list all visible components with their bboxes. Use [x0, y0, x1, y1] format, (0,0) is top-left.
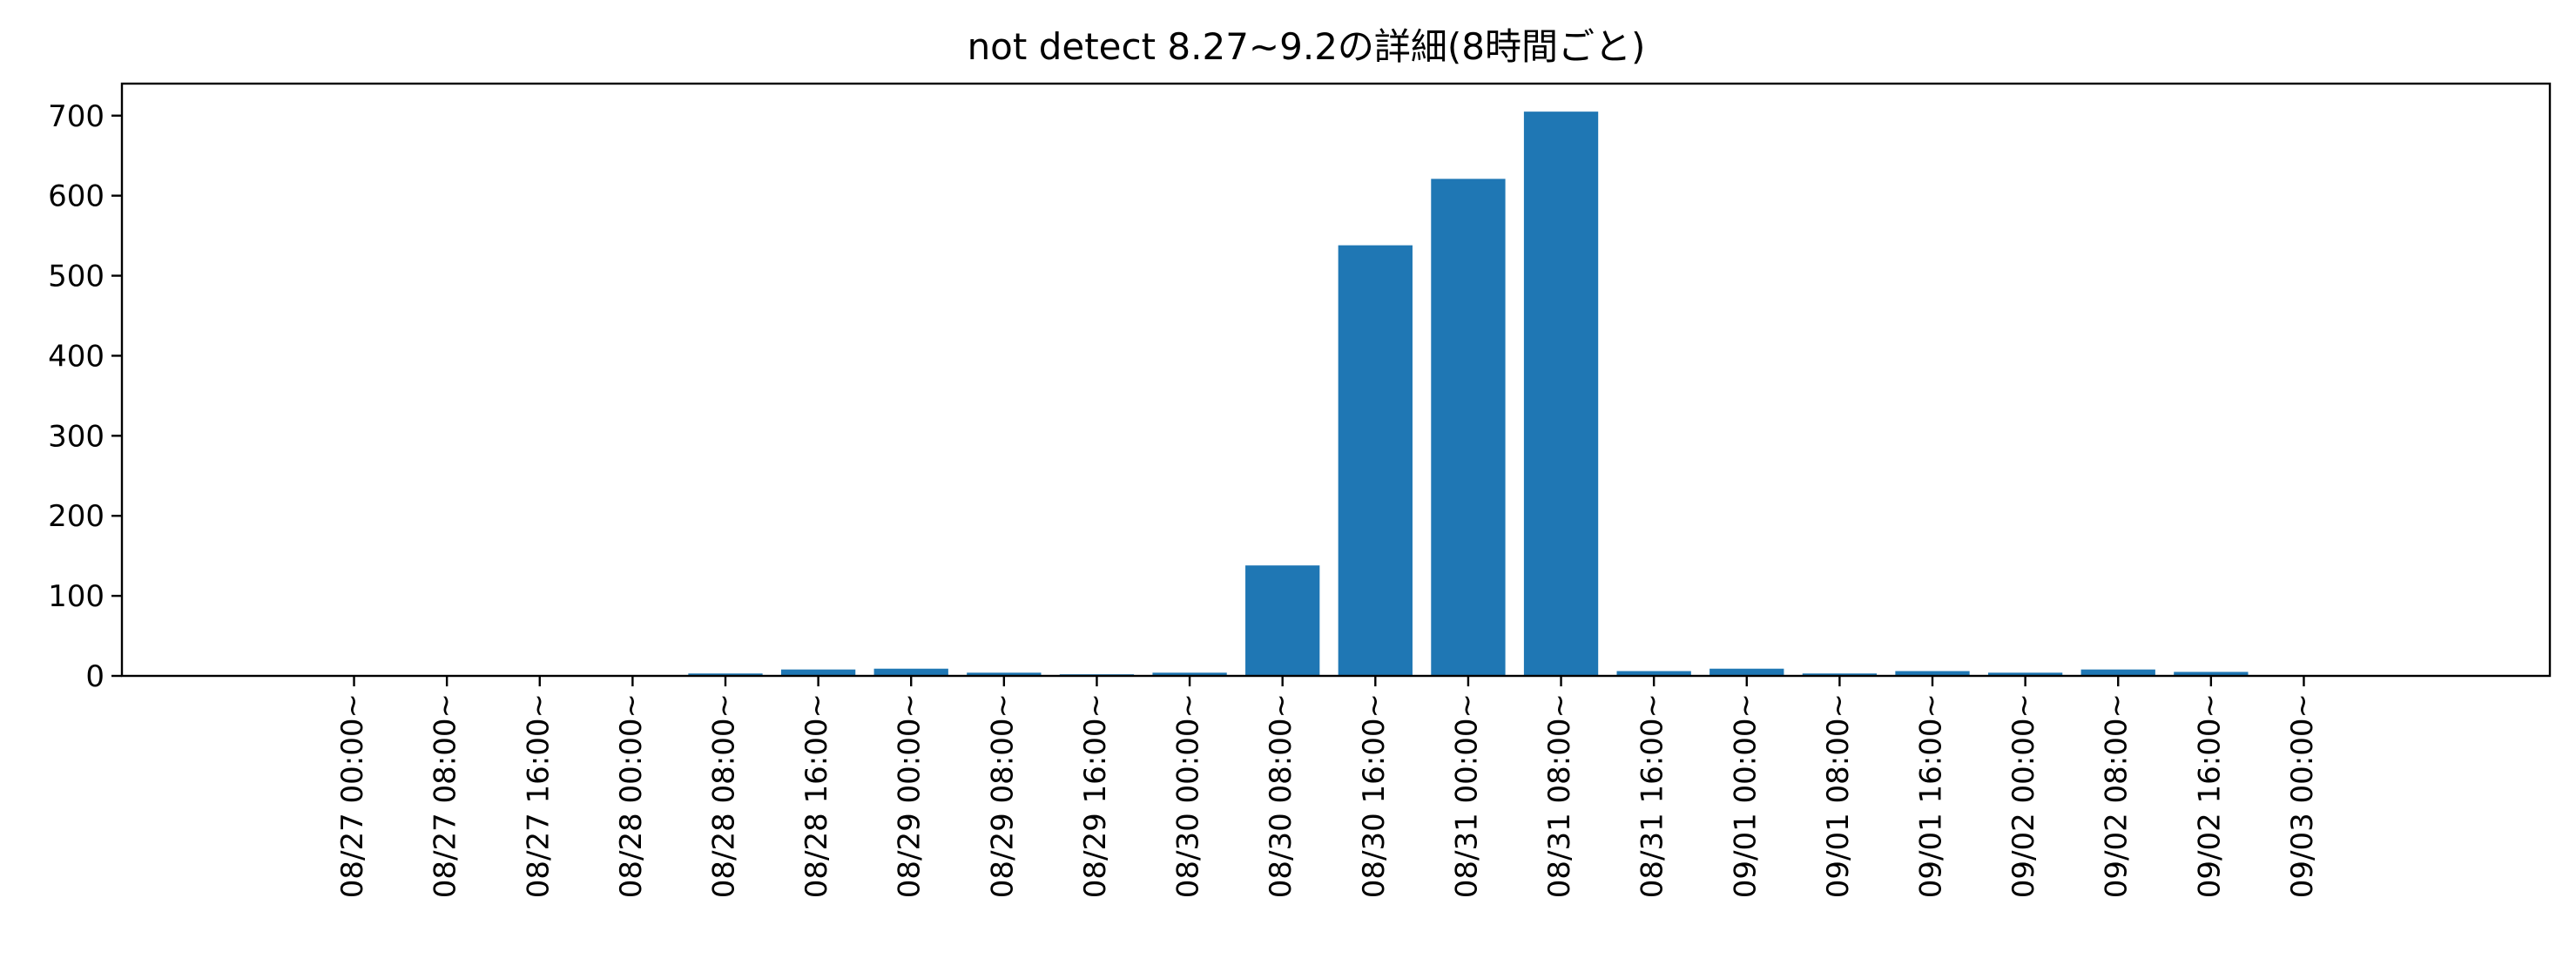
x-tick-label: 08/28 08:00~ [707, 693, 742, 898]
x-tick-label: 09/01 08:00~ [1821, 693, 1856, 898]
y-tick-label: 200 [48, 499, 105, 534]
x-tick-label: 08/27 00:00~ [335, 693, 370, 898]
x-tick-label: 08/30 16:00~ [1357, 693, 1392, 898]
x-tick-label: 08/29 00:00~ [893, 693, 927, 898]
x-axis: 08/27 00:00~ 08/27 08:00~ 08/27 16:00~ 08/2… [335, 676, 2320, 898]
x-tick-label: 09/02 00:00~ [2006, 693, 2041, 898]
x-tick-label: 08/29 16:00~ [1078, 693, 1113, 898]
bar-13 [1523, 111, 1599, 676]
x-tick-label: 08/30 08:00~ [1264, 693, 1298, 898]
bar-14 [1616, 671, 1691, 676]
x-tick-label: 08/31 16:00~ [1635, 693, 1670, 898]
bar-11 [1338, 245, 1413, 676]
x-tick-label: 08/31 00:00~ [1449, 693, 1484, 898]
x-tick-label: 09/03 00:00~ [2285, 693, 2320, 898]
bar-4 [688, 673, 763, 676]
x-tick-label: 09/01 00:00~ [1728, 693, 1763, 898]
bar-5 [780, 669, 856, 676]
y-tick-label: 300 [48, 419, 105, 454]
bars-group [688, 111, 2249, 677]
bar-7 [967, 672, 1042, 676]
bar-12 [1431, 179, 1506, 677]
bar-9 [1152, 672, 1227, 676]
bar-15 [1709, 668, 1784, 676]
x-tick-label: 09/01 16:00~ [1914, 693, 1949, 898]
chart-title: not detect 8.27~9.2の詳細(8時間ごと) [968, 25, 1646, 68]
x-tick-label: 08/27 08:00~ [428, 693, 463, 898]
x-tick-label: 08/29 08:00~ [985, 693, 1020, 898]
y-tick-label: 700 [48, 99, 105, 134]
bar-6 [873, 668, 948, 676]
y-tick-label: 600 [48, 179, 105, 214]
plot-frame [120, 82, 2552, 678]
y-axis: 0 100 200 300 400 500 600 700 [48, 99, 122, 694]
y-tick-label: 0 [85, 659, 105, 694]
bar-19 [2080, 669, 2155, 676]
x-tick-label: 08/28 16:00~ [799, 693, 834, 898]
y-tick-label: 400 [48, 339, 105, 374]
x-tick-label: 08/27 16:00~ [521, 693, 556, 898]
bar-10 [1245, 565, 1320, 676]
x-tick-label: 08/31 08:00~ [1542, 693, 1577, 898]
bar-18 [1987, 672, 2063, 676]
bar-16 [1802, 673, 1878, 676]
y-tick-label: 500 [48, 260, 105, 294]
x-tick-label: 08/30 00:00~ [1171, 693, 1206, 898]
x-tick-label: 08/28 00:00~ [614, 693, 649, 898]
bar-20 [2174, 672, 2249, 676]
x-tick-label: 09/02 08:00~ [2100, 693, 2134, 898]
x-tick-label: 09/02 16:00~ [2192, 693, 2227, 898]
bar-17 [1895, 671, 1970, 676]
y-tick-label: 100 [48, 579, 105, 614]
